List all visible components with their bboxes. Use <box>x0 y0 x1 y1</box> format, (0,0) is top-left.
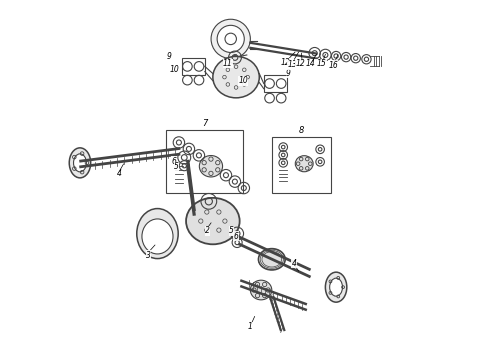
Ellipse shape <box>325 272 347 302</box>
Circle shape <box>211 19 250 59</box>
Circle shape <box>217 25 245 53</box>
Text: 9: 9 <box>167 52 172 61</box>
Text: 16: 16 <box>328 61 338 70</box>
Text: 11: 11 <box>223 59 233 68</box>
Text: 15: 15 <box>317 59 326 68</box>
Text: 9: 9 <box>286 69 291 78</box>
Ellipse shape <box>186 198 240 244</box>
Text: 10: 10 <box>170 66 179 75</box>
Text: 6: 6 <box>172 157 177 166</box>
Text: 12: 12 <box>280 58 290 67</box>
Bar <box>264 75 287 92</box>
Text: 4: 4 <box>292 259 296 268</box>
Ellipse shape <box>199 156 222 177</box>
Text: 12: 12 <box>296 59 306 68</box>
Ellipse shape <box>258 249 285 270</box>
Ellipse shape <box>213 57 259 98</box>
Text: 10: 10 <box>238 76 248 85</box>
Text: 1: 1 <box>248 322 253 331</box>
Text: 4: 4 <box>117 170 122 179</box>
Ellipse shape <box>74 154 86 172</box>
Ellipse shape <box>137 208 178 258</box>
Ellipse shape <box>142 219 173 254</box>
Ellipse shape <box>330 278 343 296</box>
Text: 5: 5 <box>174 162 179 171</box>
Ellipse shape <box>295 156 313 172</box>
Text: 6: 6 <box>233 231 238 240</box>
Ellipse shape <box>250 280 272 300</box>
Text: 5: 5 <box>229 226 234 235</box>
Text: 13: 13 <box>287 60 297 69</box>
Bar <box>167 130 243 193</box>
Text: 8: 8 <box>298 126 304 135</box>
Bar <box>182 58 205 75</box>
Bar <box>272 137 331 193</box>
Ellipse shape <box>69 148 91 178</box>
Text: 14: 14 <box>306 59 316 68</box>
Text: 7: 7 <box>202 119 207 128</box>
Text: 2: 2 <box>205 226 210 235</box>
Text: 3: 3 <box>146 251 151 260</box>
